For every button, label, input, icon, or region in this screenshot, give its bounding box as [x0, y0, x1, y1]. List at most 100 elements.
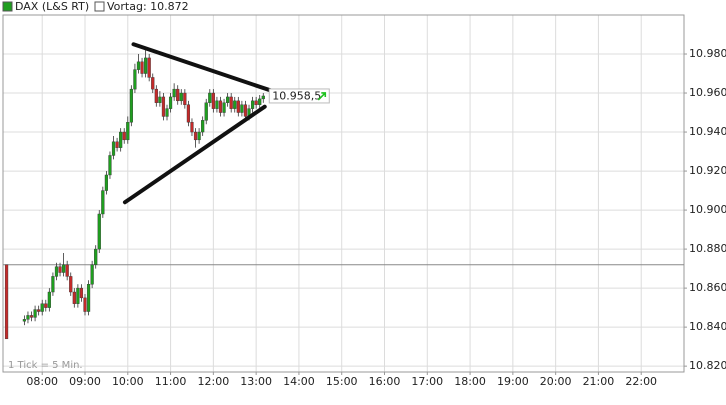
- candle-body: [26, 315, 30, 320]
- candle-body: [140, 61, 144, 74]
- candle-body: [250, 100, 255, 109]
- y-tick-label: 10.880: [689, 242, 726, 255]
- candle-body: [154, 88, 158, 103]
- x-tick-label: 16:00: [369, 375, 401, 388]
- candle-body: [22, 319, 26, 322]
- candle-body: [94, 248, 98, 265]
- candle-body: [40, 303, 44, 312]
- candle-body: [158, 96, 162, 103]
- x-tick-label: 22:00: [625, 375, 657, 388]
- marks: 10.958,5: [3, 42, 684, 340]
- trend-line: [122, 104, 267, 205]
- y-tick-label: 10.940: [689, 125, 726, 138]
- candle-body: [29, 315, 34, 318]
- candle-body: [261, 95, 265, 100]
- candle-body: [165, 108, 169, 117]
- candle-body: [183, 92, 187, 105]
- candle-body: [204, 102, 208, 121]
- x-tick-label: 15:00: [326, 375, 358, 388]
- x-tick-label: 13:00: [240, 375, 272, 388]
- price-box: [268, 88, 330, 104]
- candle-body: [69, 276, 73, 293]
- candle-body: [161, 96, 166, 117]
- x-tick-label: 19:00: [497, 375, 529, 388]
- price-label: 10.958,5: [272, 89, 321, 102]
- y-tick-label: 10.860: [689, 281, 726, 294]
- candle-body: [190, 122, 194, 133]
- candle-body: [240, 104, 244, 113]
- x-tick-label: 20:00: [540, 375, 572, 388]
- candle-body: [44, 303, 48, 308]
- legend-label: Vortag: 10.872: [107, 0, 189, 13]
- x-tick-label: 12:00: [198, 375, 230, 388]
- candle-body: [4, 264, 9, 340]
- candle-body: [51, 276, 55, 293]
- candle-body: [179, 92, 183, 102]
- x-tick-label: 09:00: [69, 375, 101, 388]
- candle-body: [226, 96, 230, 103]
- candle-body: [58, 266, 62, 273]
- candle-body: [233, 100, 237, 109]
- candle-body: [147, 57, 151, 78]
- tick-note: 1 Tick = 5 Min.: [8, 360, 83, 371]
- candle-body: [201, 120, 205, 133]
- candle-body: [126, 122, 130, 141]
- candle-body: [111, 141, 116, 156]
- candle-body: [258, 98, 262, 105]
- candle-body: [197, 131, 201, 141]
- candle-body: [254, 100, 258, 105]
- candle-body: [76, 287, 80, 304]
- candle-body: [243, 104, 248, 117]
- candle-body: [172, 88, 176, 98]
- candle-body: [129, 88, 133, 123]
- price-arrow: [317, 92, 327, 101]
- candle-body: [229, 96, 233, 109]
- candle-body: [236, 100, 240, 113]
- candle-body: [218, 100, 223, 113]
- x-tick-label: 10:00: [112, 375, 144, 388]
- y-tick-label: 10.920: [689, 164, 726, 177]
- candle-body: [37, 309, 41, 312]
- x-tick-label: 14:00: [283, 375, 315, 388]
- candle-body: [47, 291, 51, 308]
- trend-line: [131, 42, 275, 94]
- y-tick-label: 10.960: [689, 86, 726, 99]
- candle-body: [65, 264, 69, 277]
- candle-body: [72, 291, 76, 304]
- candle-body: [136, 61, 141, 70]
- candle-body: [193, 131, 198, 141]
- candle-body: [122, 131, 126, 141]
- legend-label: DAX (L&S RT): [15, 0, 89, 13]
- candle-body: [119, 131, 123, 148]
- candle-body: [133, 69, 137, 90]
- candle-body: [90, 264, 94, 285]
- x-tick-label: 17:00: [411, 375, 443, 388]
- y-tick-label: 10.900: [689, 203, 726, 216]
- candle-body: [115, 141, 119, 148]
- candle-body: [83, 297, 87, 312]
- y-tick-label: 10.820: [689, 359, 726, 372]
- candle-body: [104, 174, 108, 191]
- candle-body: [222, 102, 226, 113]
- candle-body: [79, 287, 84, 299]
- candle-body: [62, 264, 66, 273]
- y-tick-label: 10.980: [689, 47, 726, 60]
- candle-body: [144, 57, 148, 74]
- candle-body: [168, 96, 173, 109]
- legend-swatch: [94, 1, 105, 12]
- candle-body: [151, 77, 155, 90]
- candle-body: [86, 284, 91, 312]
- candle-body: [208, 92, 212, 103]
- candle-body: [108, 155, 112, 176]
- candle-body: [101, 190, 105, 215]
- grid: [3, 15, 684, 372]
- x-tick-label: 08:00: [26, 375, 58, 388]
- legend-swatch: [2, 1, 13, 12]
- x-tick-label: 21:00: [583, 375, 615, 388]
- candle-body: [215, 100, 219, 109]
- candle-body: [33, 309, 37, 318]
- candle-body: [54, 266, 59, 277]
- candle-body: [176, 88, 180, 102]
- plot-frame: [2, 14, 685, 373]
